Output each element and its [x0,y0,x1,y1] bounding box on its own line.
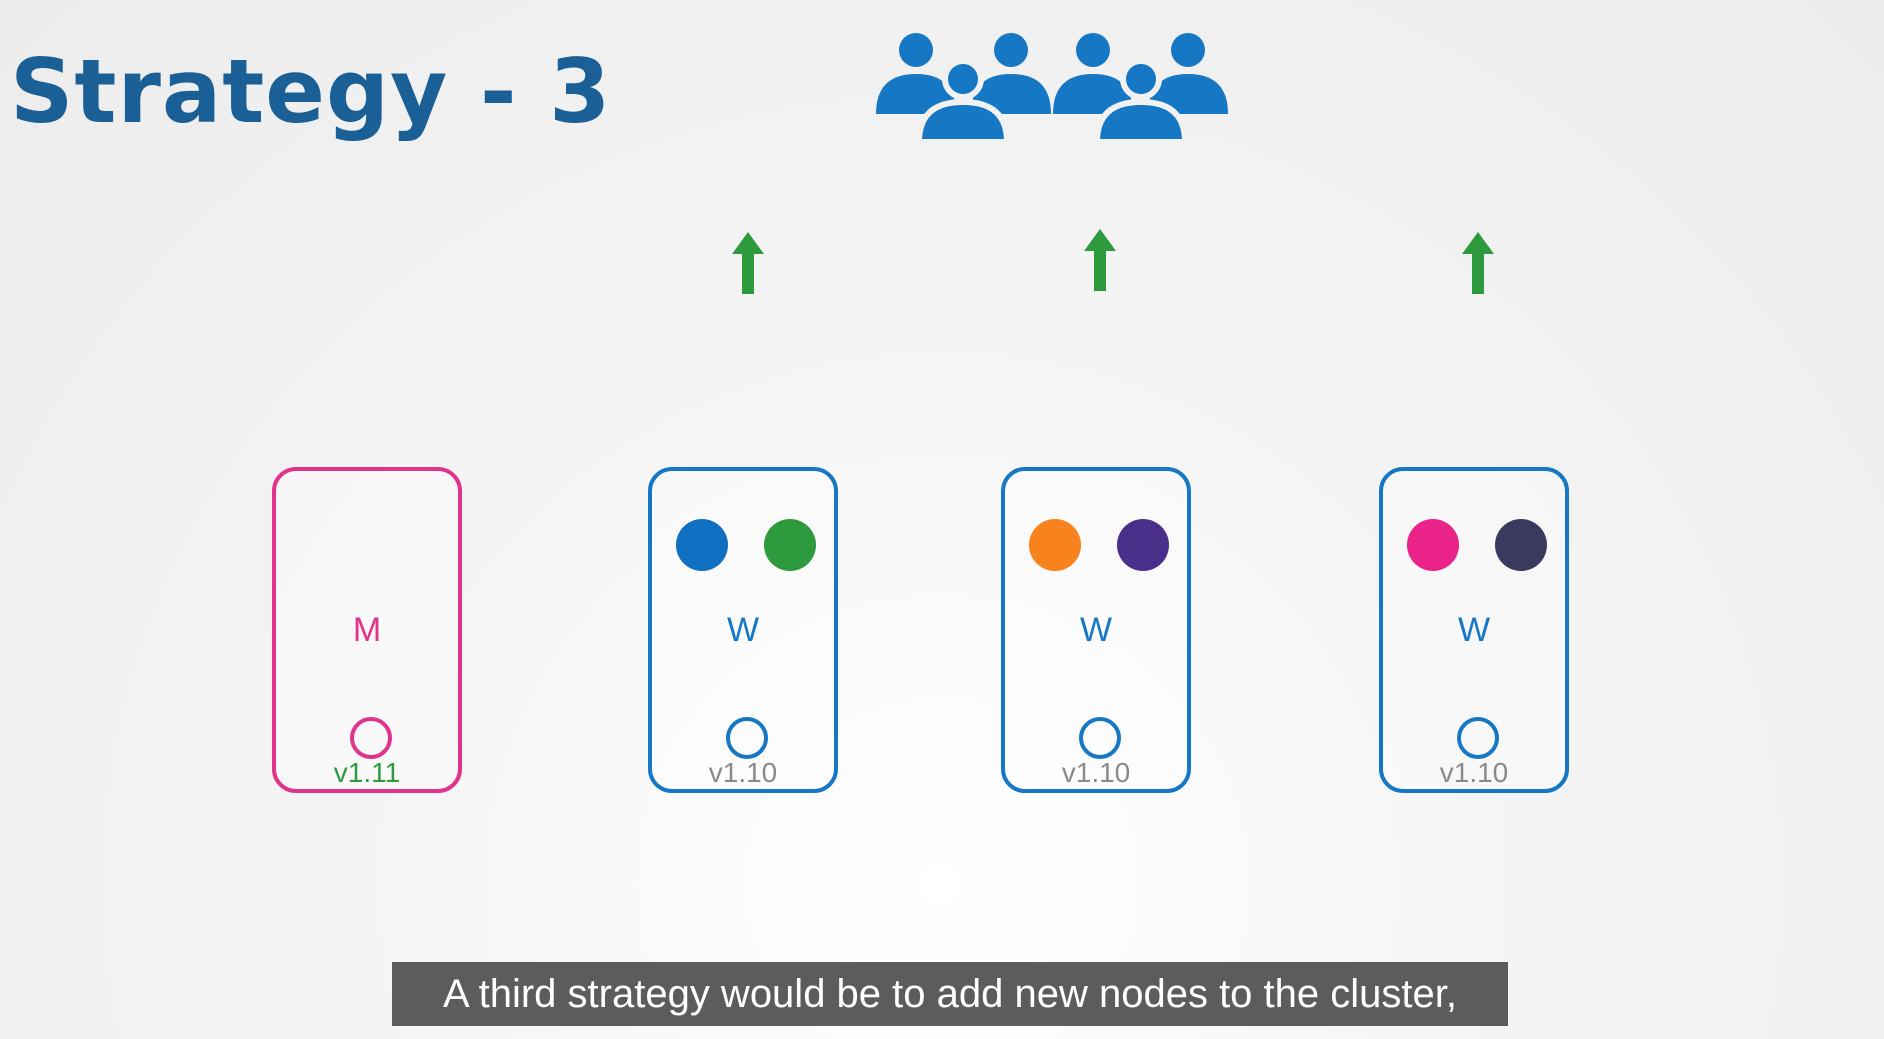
worker-version: v1.10 [1061,757,1131,788]
pod-icon [1029,519,1081,571]
arrow-up-icon [1462,232,1494,294]
arrow-up-icon [732,232,764,294]
page-title: Strategy - 3 [10,40,612,143]
kubelet-icon [1457,717,1499,759]
kubelet-icon [1079,717,1121,759]
worker-node-label: W [1079,611,1113,649]
worker-node-2: W v1.10 [1001,467,1191,793]
pod-icon [764,519,816,571]
kubelet-icon [350,717,392,759]
master-node: M v1.11 [272,467,462,793]
users-group-icon [876,33,1228,142]
worker-node-label: W [1457,611,1491,649]
master-node-label: M [352,611,382,649]
worker-version: v1.10 [1439,757,1509,788]
worker-node-1: W v1.10 [648,467,838,793]
worker-node-3: W v1.10 [1379,467,1569,793]
worker-version: v1.10 [708,757,778,788]
master-version: v1.11 [333,757,401,788]
pod-icon [1407,519,1459,571]
kubelet-icon [726,717,768,759]
arrow-up-icon [1084,229,1116,291]
pod-icon [1117,519,1169,571]
worker-node-label: W [726,611,760,649]
pod-icon [1495,519,1547,571]
caption-subtitle: A third strategy would be to add new nod… [392,962,1508,1026]
pod-icon [676,519,728,571]
